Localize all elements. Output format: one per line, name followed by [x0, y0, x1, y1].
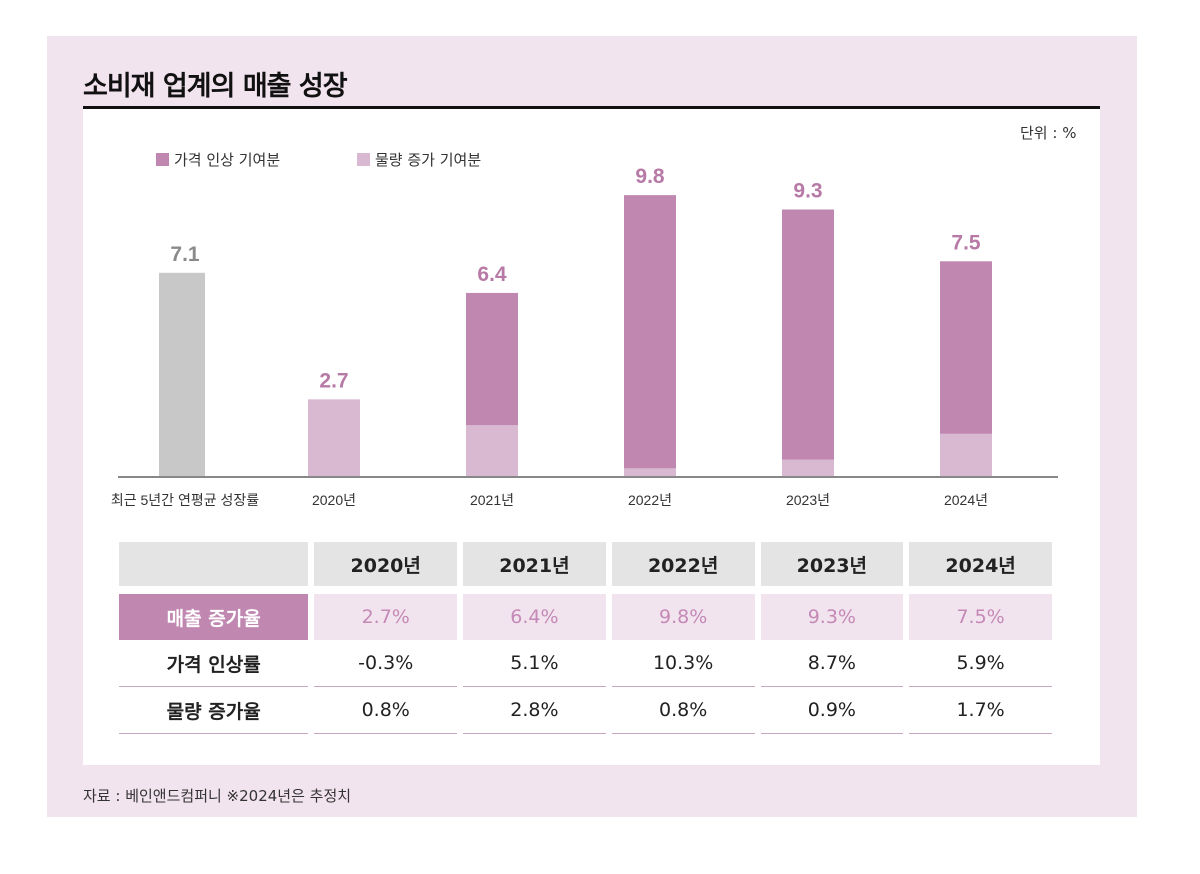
x-tick-label: 2020년 — [312, 492, 356, 508]
table-cell: 0.8% — [611, 687, 755, 734]
bar-segment-volume — [782, 459, 834, 477]
table-cell: 9.3% — [760, 594, 904, 640]
bar-segment-volume — [308, 399, 360, 477]
legend-item-price: 가격 인상 기여분 — [156, 149, 280, 170]
source-note: 자료 : 베인앤드컴퍼니 ※2024년은 추정치 — [83, 787, 352, 805]
column-header: 2020년 — [314, 542, 458, 586]
chart-title: 소비재 업계의 매출 성장 — [83, 71, 348, 102]
table-cell: 5.9% — [909, 640, 1052, 687]
data-label: 7.1 — [170, 243, 200, 266]
data-label: 9.3 — [793, 180, 822, 203]
x-tick-label: 2021년 — [470, 492, 514, 508]
table-cell: 2.7% — [314, 594, 458, 640]
table-cell: 5.1% — [463, 640, 606, 687]
table-row: 가격 인상률 -0.3% 5.1% 10.3% 8.7% 5.9% — [119, 640, 1052, 687]
data-label: 9.8 — [635, 165, 665, 188]
legend-label: 가격 인상 기여분 — [174, 151, 281, 169]
column-header: 2023년 — [760, 542, 904, 586]
data-table: 2020년 2021년 2022년 2023년 2024년 매출 증가율 2.7… — [113, 542, 1058, 734]
table-cell: 10.3% — [611, 640, 755, 687]
table-cell: 6.4% — [463, 594, 606, 640]
legend-item-volume: 물량 증가 기여분 — [357, 149, 481, 170]
table-cell: 9.8% — [611, 594, 755, 640]
row-label: 가격 인상률 — [119, 640, 309, 687]
row-label: 물량 증가율 — [119, 687, 309, 734]
table-row: 매출 증가율 2.7% 6.4% 9.8% 9.3% 7.5% — [119, 594, 1052, 640]
unit-label: 단위 : % — [1020, 124, 1077, 142]
legend-label: 물량 증가 기여분 — [375, 151, 482, 169]
table-cell: 0.8% — [314, 687, 458, 734]
x-tick-label: 2023년 — [786, 492, 830, 508]
column-header: 2022년 — [611, 542, 755, 586]
bar-segment-price — [624, 195, 676, 469]
table-header-row: 2020년 2021년 2022년 2023년 2024년 — [119, 542, 1052, 586]
data-label: 6.4 — [477, 263, 507, 286]
table-cell: 0.9% — [760, 687, 904, 734]
bar-segment-price — [782, 209, 834, 460]
legend-swatch — [156, 153, 169, 166]
legend-swatch — [357, 153, 370, 166]
bar-segment-volume — [940, 433, 992, 477]
bar-segment-price — [940, 261, 992, 434]
chart-area — [83, 109, 1100, 765]
table-row: 물량 증가율 0.8% 2.8% 0.8% 0.9% 1.7% — [119, 687, 1052, 734]
title-rule — [83, 106, 1100, 109]
column-header: 2024년 — [909, 542, 1052, 586]
column-header: 2021년 — [463, 542, 606, 586]
bar-average — [159, 272, 205, 477]
x-tick-label: 최근 5년간 연평균 성장률 — [111, 492, 259, 508]
x-tick-label: 2024년 — [944, 492, 988, 508]
table-cell: 8.7% — [760, 640, 904, 687]
table-cell: -0.3% — [314, 640, 458, 687]
table-cell: 2.8% — [463, 687, 606, 734]
bar-segment-volume — [466, 425, 518, 477]
bar-chart: 7.1 최근 5년간 연평균 성장률 2.7 2020년 6.4 2021년 9.8 2022… — [111, 165, 1058, 508]
data-label: 2.7 — [319, 369, 348, 392]
bar-segment-price — [466, 292, 518, 426]
table-cell: 1.7% — [909, 687, 1052, 734]
bar-segment-volume — [624, 468, 676, 477]
table-cell: 7.5% — [909, 594, 1052, 640]
row-label: 매출 증가율 — [119, 594, 309, 640]
data-label: 7.5 — [951, 231, 981, 254]
x-tick-label: 2022년 — [628, 492, 672, 508]
table-corner — [119, 542, 309, 586]
